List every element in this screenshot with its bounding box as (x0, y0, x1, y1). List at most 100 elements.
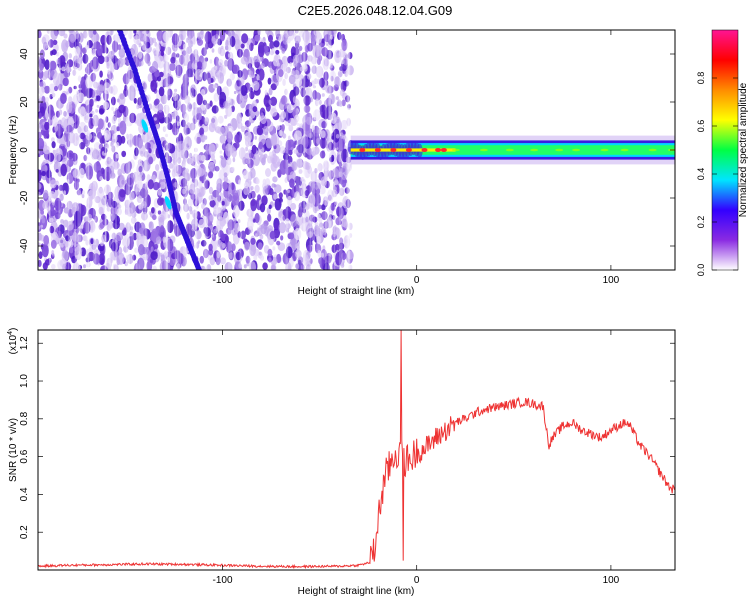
noise-speckle (313, 225, 321, 235)
noise-striation (295, 30, 299, 270)
noise-speckle (96, 95, 101, 102)
noise-speckle (303, 95, 312, 106)
noise-speckle (143, 235, 147, 241)
noise-speckle (319, 222, 324, 228)
noise-speckle (83, 264, 87, 269)
noise-speckle (315, 44, 322, 57)
noise-speckle (106, 257, 113, 269)
noise-speckle (116, 126, 120, 132)
noise-speckle (275, 30, 281, 38)
noise-speckle (85, 132, 93, 141)
noise-speckle (258, 45, 265, 58)
noise-speckle (116, 98, 120, 103)
noise-speckle (176, 53, 180, 58)
noise-speckle (103, 82, 111, 95)
noise-speckle (81, 47, 87, 54)
noise-speckle (262, 262, 268, 270)
noise-speckle (288, 74, 296, 85)
noise-speckle (221, 125, 230, 137)
noise-speckle (339, 66, 344, 72)
noise-striation (329, 30, 332, 270)
noise-speckle (225, 39, 229, 47)
noise-speckle (142, 30, 146, 34)
noise-speckle (193, 62, 198, 70)
noise-speckle (89, 113, 93, 118)
noise-speckle (208, 171, 214, 179)
noise-speckle (269, 230, 276, 240)
noise-speckle (103, 147, 108, 154)
noise-speckle (62, 77, 70, 87)
noise-speckle (274, 223, 280, 230)
noise-speckle (49, 208, 56, 217)
noise-speckle (157, 197, 164, 206)
noise-speckle (220, 257, 226, 265)
noise-speckle (96, 85, 104, 95)
snr-plot-area (38, 330, 675, 570)
noise-speckle (176, 263, 181, 270)
noise-speckle (72, 132, 80, 147)
noise-speckle (342, 134, 346, 140)
noise-speckle (146, 94, 151, 103)
noise-speckle (66, 140, 71, 148)
noise-speckle (51, 141, 56, 149)
noise-speckle (54, 152, 62, 162)
noise-speckle (164, 55, 169, 62)
noise-speckle (82, 30, 88, 39)
noise-speckle (109, 251, 115, 262)
noise-speckle (194, 187, 200, 198)
noise-speckle (139, 188, 147, 199)
noise-speckle (282, 209, 287, 216)
noise-speckle (237, 219, 241, 224)
noise-speckle (101, 234, 107, 243)
colorbar-tick-label: 0.2 (696, 216, 706, 229)
band-core-segment (451, 148, 460, 152)
noise-speckle (85, 44, 90, 50)
noise-speckle (49, 225, 55, 234)
noise-speckle (158, 216, 165, 228)
noise-speckle (270, 83, 277, 91)
noise-speckle (341, 252, 347, 260)
noise-speckle (197, 240, 201, 244)
noise-speckle (199, 119, 203, 126)
noise-striation (138, 30, 141, 270)
noise-speckle (248, 70, 254, 78)
noise-speckle (98, 206, 104, 215)
noise-speckle (289, 178, 295, 188)
noise-speckle (306, 147, 312, 156)
noise-speckle (129, 192, 135, 201)
noise-speckle (271, 183, 276, 188)
noise-speckle (115, 142, 120, 148)
noise-speckle (138, 227, 144, 235)
noise-speckle (288, 149, 293, 156)
colorbar-tick-label: 0.0 (696, 264, 706, 277)
noise-speckle (103, 56, 110, 63)
noise-speckle (308, 132, 313, 139)
noise-speckle (319, 99, 322, 106)
noise-speckle (224, 45, 229, 51)
noise-speckle (111, 138, 115, 146)
colorbar-label: Normalized spectral amplitude (738, 82, 749, 217)
noise-speckle (186, 46, 193, 54)
noise-speckle (67, 158, 74, 167)
noise-speckle (304, 114, 308, 121)
noise-speckle (82, 235, 88, 242)
noise-speckle (216, 251, 221, 259)
noise-speckle (46, 30, 52, 34)
noise-speckle (58, 83, 63, 91)
noise-speckle (258, 251, 262, 256)
y-tick-label: 1.2 (19, 336, 30, 350)
noise-speckle (94, 215, 98, 223)
noise-speckle (142, 43, 147, 51)
noise-speckle (149, 259, 154, 263)
noise-speckle (225, 105, 233, 117)
noise-speckle (38, 86, 45, 96)
noise-speckle (176, 157, 182, 164)
noise-speckle (172, 162, 179, 173)
noise-speckle (66, 200, 73, 210)
noise-speckle (156, 75, 162, 82)
noise-speckle (243, 264, 247, 269)
noise-speckle (217, 72, 224, 84)
noise-speckle (348, 233, 353, 238)
noise-speckle (127, 133, 134, 147)
noise-speckle (148, 148, 152, 154)
